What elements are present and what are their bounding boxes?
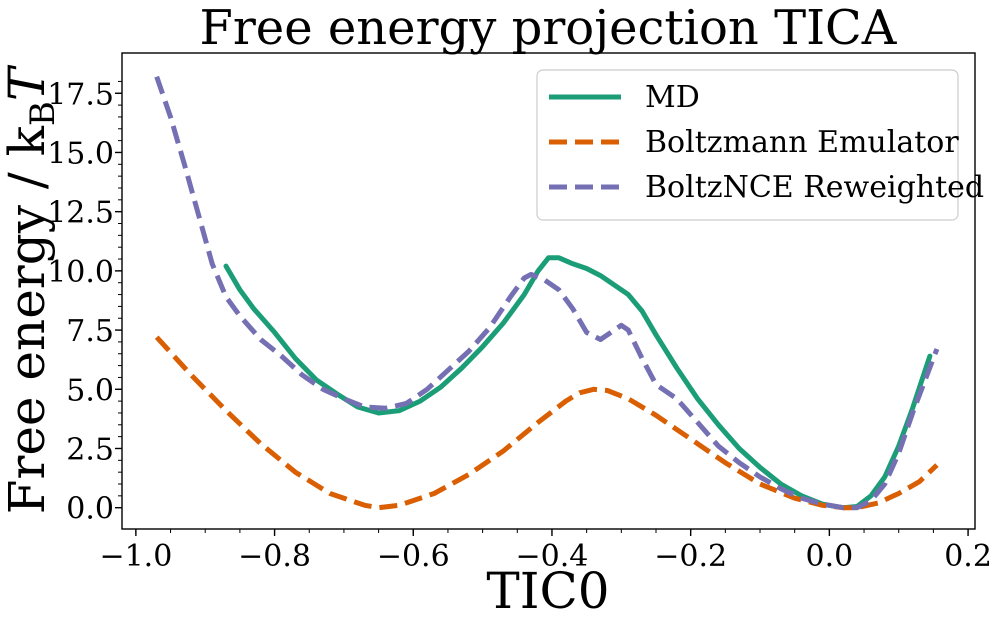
y-axis-label-main: Free energy / k xyxy=(0,125,56,514)
legend-label: Boltzmann Emulator xyxy=(645,125,959,160)
y-tick-label: 17.5 xyxy=(47,77,114,112)
y-axis-label: Free energy / kBT xyxy=(0,64,63,514)
series-layer xyxy=(154,75,940,511)
legend-label: BoltzNCE Reweighted xyxy=(645,170,984,205)
y-tick-label: 7.5 xyxy=(66,314,114,349)
y-tick-label: 10.0 xyxy=(47,255,114,290)
chart-title: Free energy projection TICA xyxy=(200,0,898,56)
legend-items: MD Boltzmann Emulator BoltzNCE Reweighted xyxy=(549,80,984,205)
plot-area: −1.0 −0.8 −0.6 −0.4 −0.2 0.0 0.2 0.0 2.5 5.0 7.5 1… xyxy=(47,52,992,574)
x-tick-label: 0.2 xyxy=(944,539,992,574)
series-line-boltznce-reweighted xyxy=(154,75,940,511)
legend-label: MD xyxy=(645,80,700,115)
x-tick-label: −0.4 xyxy=(516,539,589,574)
y-axis-ticks: 0.0 2.5 5.0 7.5 10.0 12.5 15.0 17.5 xyxy=(47,77,122,527)
series-line-boltzmann-emulator xyxy=(154,335,939,511)
y-tick-label: 5.0 xyxy=(66,373,114,408)
x-tick-label: −0.6 xyxy=(377,539,450,574)
x-tick-label: −1.0 xyxy=(99,539,172,574)
y-tick-label: 12.5 xyxy=(47,196,114,231)
series-line-md xyxy=(223,255,933,511)
y-tick-label: 2.5 xyxy=(66,432,114,467)
legend-box xyxy=(536,69,959,221)
y-tick-label: 15.0 xyxy=(47,136,114,171)
legend: MD Boltzmann Emulator BoltzNCE Reweighted xyxy=(536,69,984,221)
y-tick-label: 0.0 xyxy=(66,492,114,527)
x-tick-label: −0.2 xyxy=(654,539,727,574)
y-axis-label-tail: T xyxy=(0,64,56,101)
x-tick-label: 0.0 xyxy=(806,539,854,574)
plot-frame xyxy=(121,52,976,530)
x-axis-label: TIC0 xyxy=(486,562,609,620)
y-axis-label-sub: B xyxy=(23,101,63,126)
x-tick-label: −0.8 xyxy=(238,539,311,574)
x-axis-ticks: −1.0 −0.8 −0.6 −0.4 −0.2 0.0 0.2 xyxy=(99,529,992,574)
